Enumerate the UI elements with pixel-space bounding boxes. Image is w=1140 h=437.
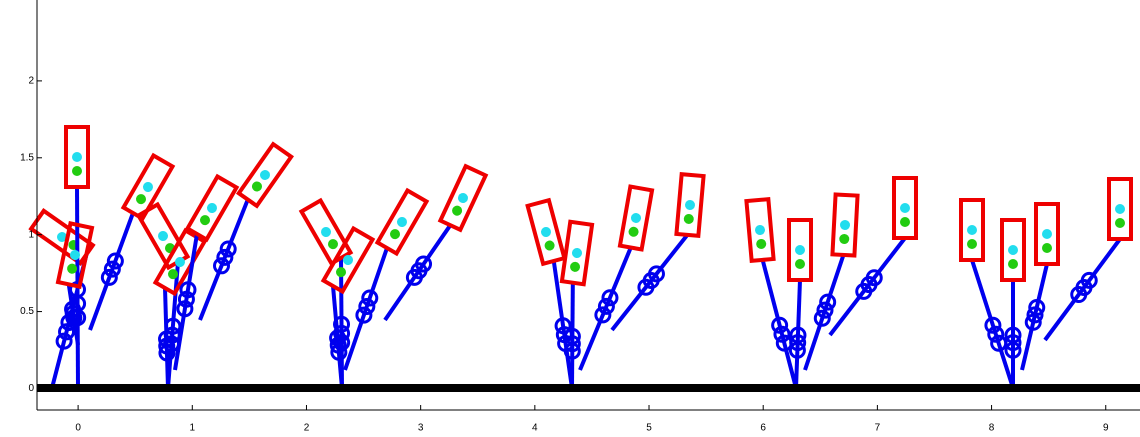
x-tick-label: 6 <box>760 423 766 434</box>
chart: 0 1 2 3 4 5 6 7 8 9 0 0.5 1 1.5 2 <box>0 0 1140 437</box>
marker-green <box>967 239 977 249</box>
x-tick-label: 0 <box>75 423 81 434</box>
marker-green <box>1008 259 1018 269</box>
y-tick-label: 0.5 <box>20 306 34 317</box>
marker-cyan <box>1042 229 1052 239</box>
x-tick-label: 4 <box>532 423 538 434</box>
marker-cyan <box>1008 245 1018 255</box>
marker-green <box>795 259 805 269</box>
marker-green <box>72 166 82 176</box>
marker-green <box>900 217 910 227</box>
y-tick-label: 1.5 <box>20 152 34 163</box>
x-tick-label: 7 <box>875 423 881 434</box>
marker-cyan <box>72 152 82 162</box>
marker-cyan <box>795 245 805 255</box>
marker-cyan <box>1115 204 1125 214</box>
marker-cyan <box>900 203 910 213</box>
x-tick-label: 2 <box>304 423 310 434</box>
y-tick-label: 0 <box>28 383 34 394</box>
marker-green <box>1042 243 1052 253</box>
y-tick-label: 1 <box>28 229 34 240</box>
marker-green <box>1115 218 1125 228</box>
y-tick-label: 2 <box>28 76 34 87</box>
x-tick-label: 5 <box>646 423 652 434</box>
x-tick-label: 8 <box>989 423 995 434</box>
marker-cyan <box>967 225 977 235</box>
x-tick-label: 3 <box>418 423 424 434</box>
x-tick-label: 1 <box>190 423 196 434</box>
x-tick-label: 9 <box>1103 423 1109 434</box>
